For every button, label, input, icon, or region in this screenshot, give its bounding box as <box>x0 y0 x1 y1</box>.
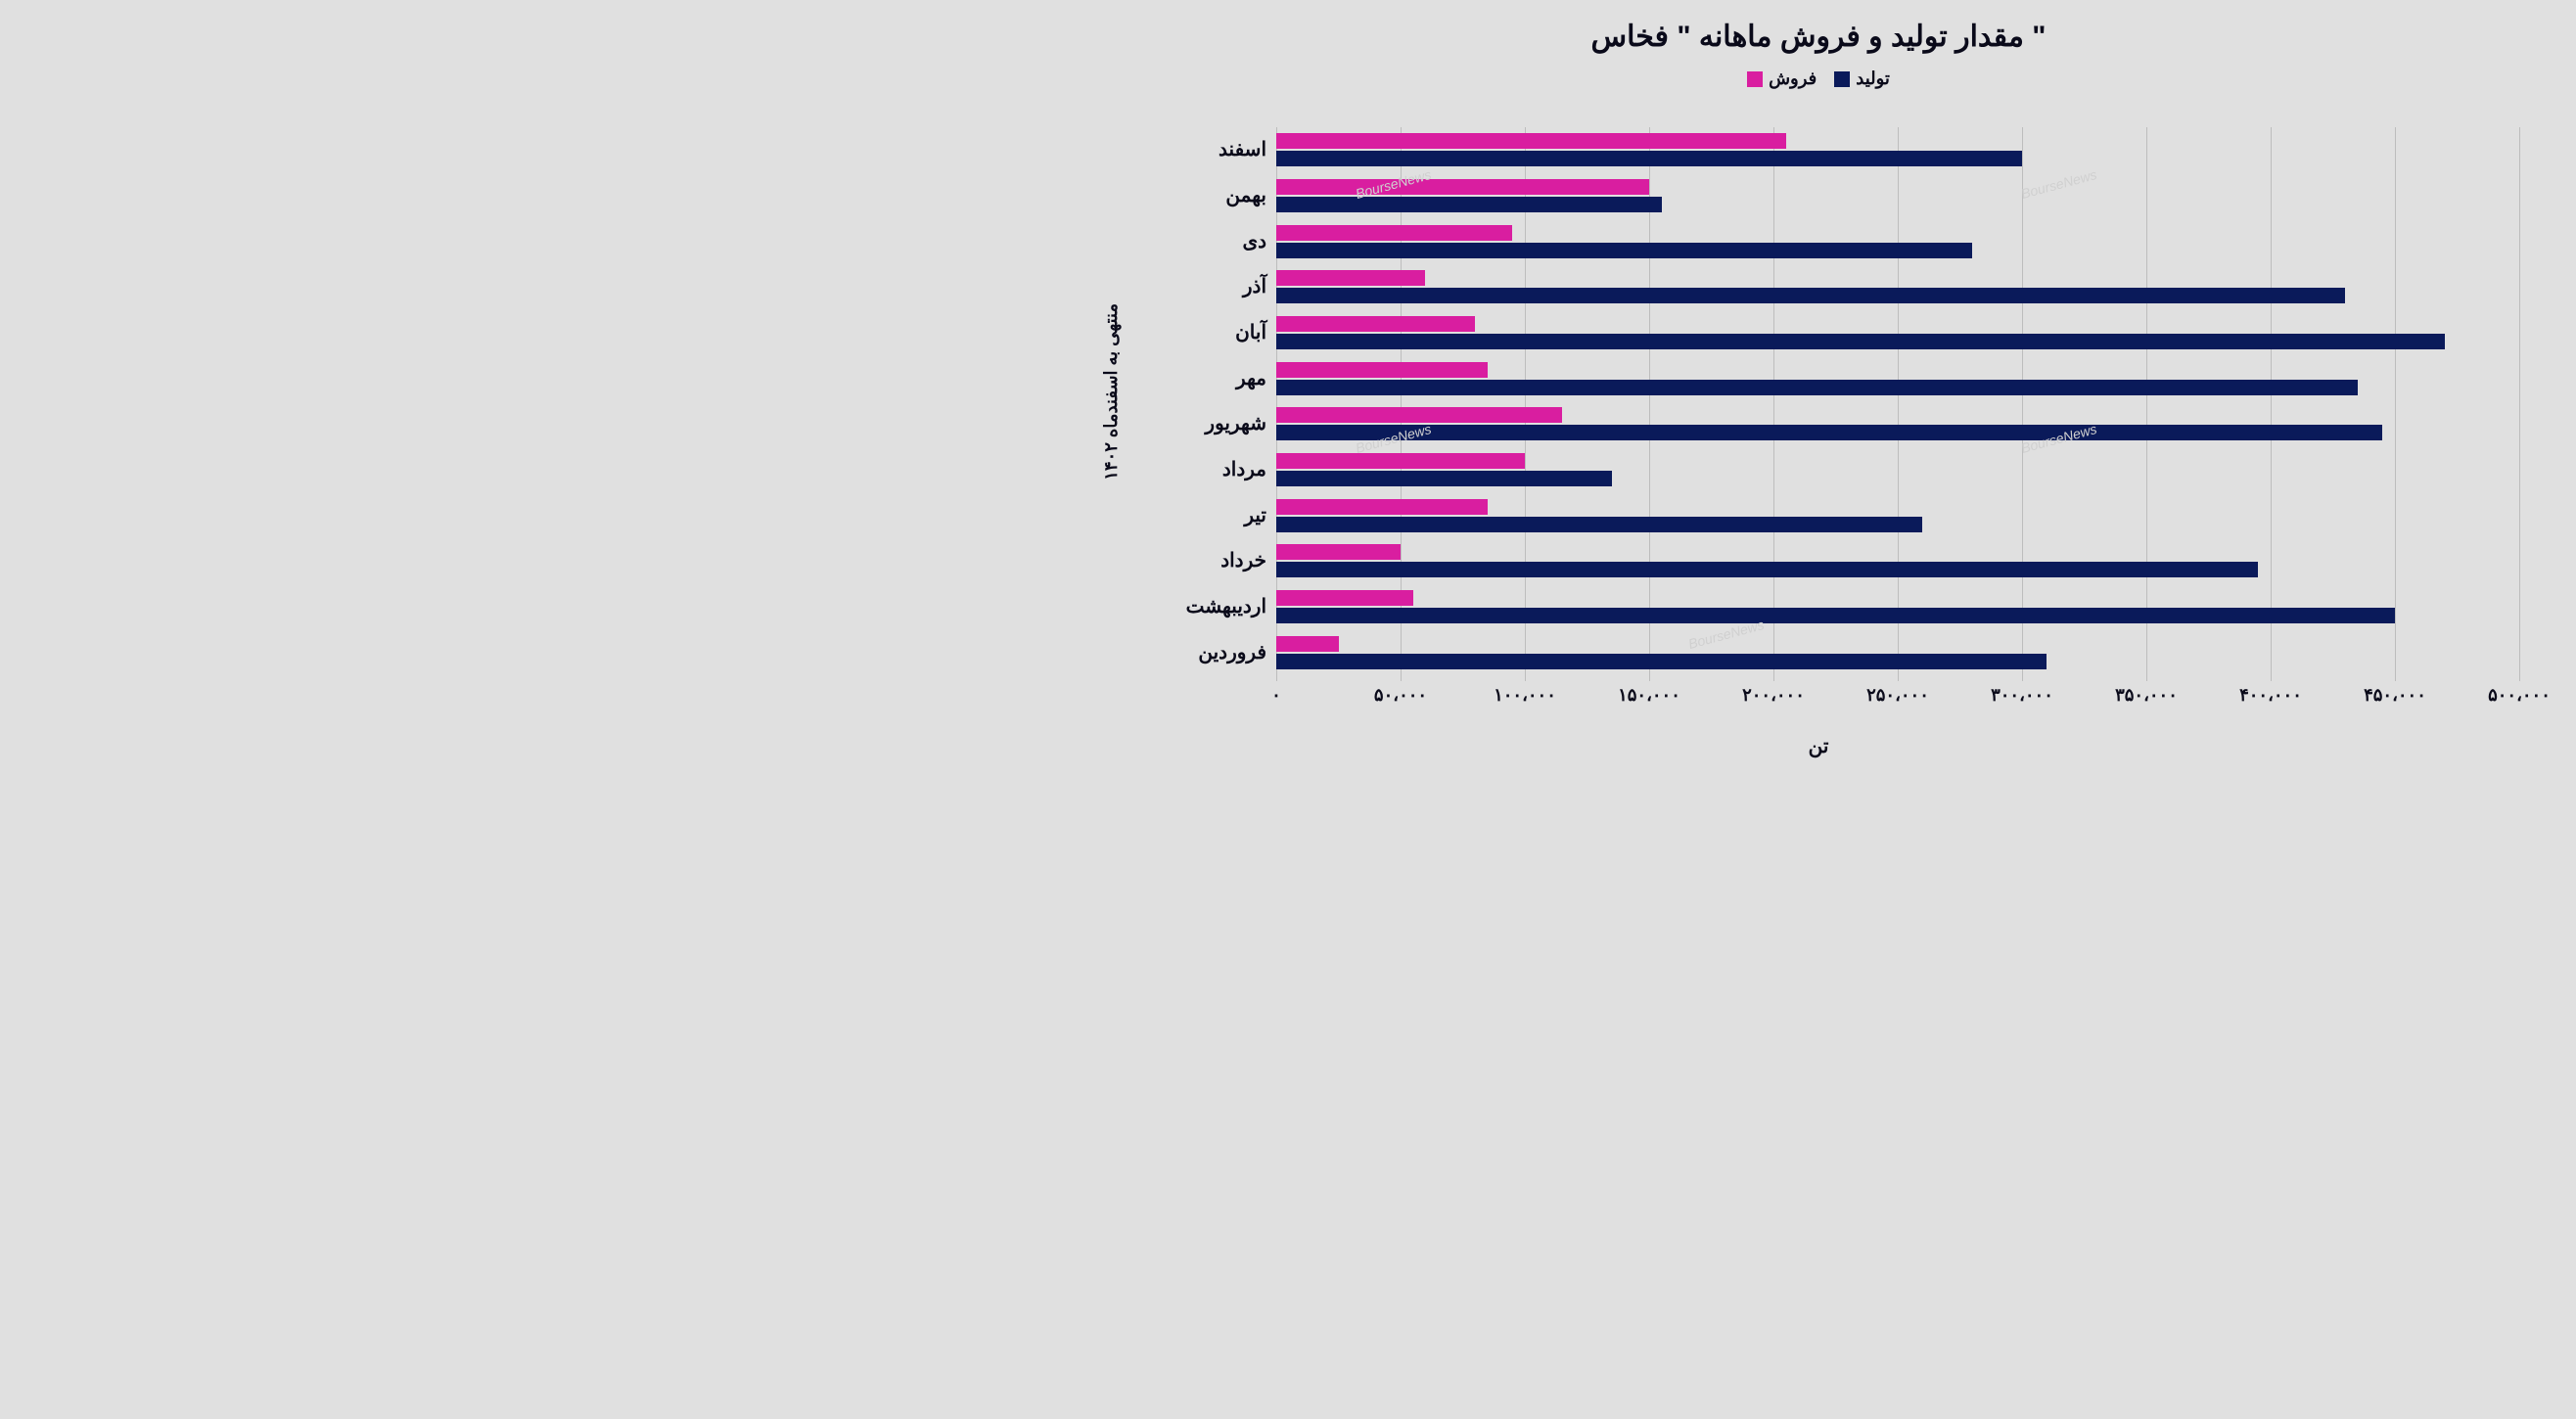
bar-group <box>1276 404 2519 447</box>
y-category-label: مرداد <box>1159 457 1266 481</box>
bar-production <box>1276 243 1972 258</box>
y-category-label: آبان <box>1159 320 1266 344</box>
bar-sales <box>1276 316 1475 332</box>
x-tick-label: ۱۵۰،۰۰۰ <box>1600 685 1698 706</box>
x-tick-label: ۵۰۰،۰۰۰ <box>2470 685 2568 706</box>
bar-production <box>1276 425 2382 440</box>
bar-production <box>1276 197 1662 212</box>
x-tick-label: ۲۰۰،۰۰۰ <box>1725 685 1822 706</box>
bar-sales <box>1276 499 1488 515</box>
bar-group <box>1276 313 2519 356</box>
x-tick-label: ۲۵۰،۰۰۰ <box>1849 685 1947 706</box>
bar-sales <box>1276 225 1512 241</box>
bar-production <box>1276 517 1922 532</box>
bar-production <box>1276 608 2395 623</box>
x-axis-title: تن <box>1061 734 2576 758</box>
y-category-label: اسفند <box>1159 137 1266 161</box>
bar-group <box>1276 496 2519 539</box>
bar-production <box>1276 380 2358 395</box>
bar-production <box>1276 562 2258 577</box>
bar-production <box>1276 288 2345 303</box>
bar-production <box>1276 151 2022 166</box>
x-tick-label: ۳۵۰،۰۰۰ <box>2097 685 2195 706</box>
legend-swatch-sales <box>1747 71 1763 87</box>
grid-line <box>2519 127 2520 681</box>
legend: تولید فروش <box>1061 69 2576 89</box>
legend-label-production: تولید <box>1856 69 1890 89</box>
x-tick-label: ۰ <box>1227 685 1325 706</box>
y-category-label: مهر <box>1159 366 1266 390</box>
bar-production <box>1276 471 1612 486</box>
chart-container: " مقدار تولید و فروش ماهانه " فخاس تولید… <box>1061 0 2576 802</box>
bar-sales <box>1276 270 1425 286</box>
y-category-label: خرداد <box>1159 548 1266 572</box>
bar-group <box>1276 176 2519 219</box>
y-axis-title: منتهی به اسفندماه ۱۴۰۲ <box>1100 303 1122 481</box>
x-tick-label: ۳۰۰،۰۰۰ <box>1973 685 2071 706</box>
y-category-label: دی <box>1159 229 1266 253</box>
bar-group <box>1276 450 2519 493</box>
bar-sales <box>1276 179 1649 195</box>
bar-group <box>1276 587 2519 630</box>
bar-group <box>1276 267 2519 310</box>
legend-item-sales: فروش <box>1747 69 1817 89</box>
bar-production <box>1276 654 2047 669</box>
y-category-label: فروردین <box>1159 640 1266 664</box>
bar-group <box>1276 222 2519 265</box>
bar-group <box>1276 541 2519 584</box>
x-tick-label: ۱۰۰،۰۰۰ <box>1476 685 1574 706</box>
bar-sales <box>1276 362 1488 378</box>
bar-sales <box>1276 590 1413 606</box>
bar-production <box>1276 334 2445 349</box>
bar-group <box>1276 359 2519 402</box>
bar-sales <box>1276 407 1562 423</box>
bar-group <box>1276 130 2519 173</box>
legend-swatch-production <box>1834 71 1850 87</box>
x-tick-label: ۵۰،۰۰۰ <box>1352 685 1449 706</box>
legend-item-production: تولید <box>1834 69 1890 89</box>
bar-sales <box>1276 453 1525 469</box>
y-category-label: شهریور <box>1159 411 1266 435</box>
y-category-label: اردیبهشت <box>1159 594 1266 618</box>
x-tick-label: ۴۰۰،۰۰۰ <box>2222 685 2320 706</box>
bar-sales <box>1276 636 1339 652</box>
y-category-label: تیر <box>1159 503 1266 527</box>
y-category-label: آذر <box>1159 274 1266 298</box>
x-tick-label: ۴۵۰،۰۰۰ <box>2346 685 2444 706</box>
chart-title: " مقدار تولید و فروش ماهانه " فخاس <box>1061 0 2576 54</box>
plot-area <box>1276 127 2519 675</box>
legend-label-sales: فروش <box>1769 69 1817 89</box>
bar-sales <box>1276 133 1786 149</box>
bar-sales <box>1276 544 1401 560</box>
bar-group <box>1276 633 2519 676</box>
y-category-label: بهمن <box>1159 183 1266 207</box>
